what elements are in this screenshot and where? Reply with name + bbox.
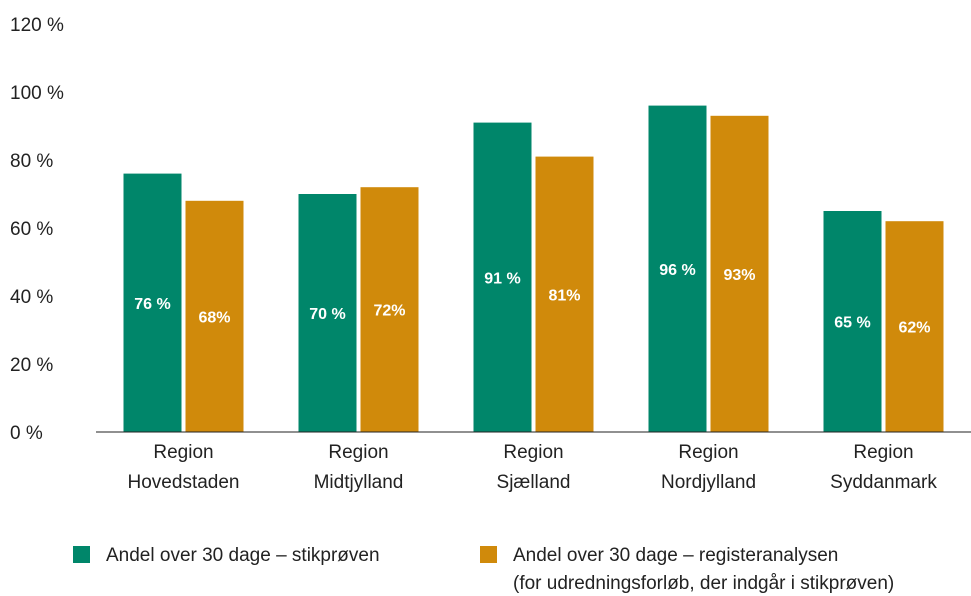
- x-axis: Region Hovedstaden Region Midtjylland Region…: [128, 442, 938, 493]
- bar-value-label: 96 %: [659, 262, 695, 279]
- legend-label-line2: (for udredningsforløb, der indgår i stik…: [513, 573, 894, 594]
- bar-value-label: 62%: [898, 320, 930, 337]
- bar-series-2: [710, 115, 769, 433]
- y-tick-label: 120 %: [10, 15, 64, 36]
- y-tick-label: 60 %: [10, 219, 53, 240]
- bar-value-label: 81%: [548, 287, 580, 304]
- bar-series-1: [123, 173, 182, 432]
- x-category-label: Midtjylland: [314, 472, 404, 493]
- x-category-label: Region: [678, 442, 738, 463]
- bar-series-2: [185, 200, 244, 432]
- x-category-label: Hovedstaden: [128, 472, 240, 493]
- x-category-label: Region: [853, 442, 913, 463]
- x-category-label: Region: [503, 442, 563, 463]
- y-tick-label: 80 %: [10, 151, 53, 172]
- legend-label: Andel over 30 dage – registeranalysen: [513, 545, 838, 566]
- y-tick-label: 0 %: [10, 423, 43, 444]
- x-category-label: Syddanmark: [830, 472, 937, 493]
- y-tick-label: 40 %: [10, 287, 53, 308]
- bar-series-1: [298, 194, 357, 432]
- bar-value-label: 91 %: [484, 270, 520, 287]
- y-axis: 0 % 20 % 40 % 60 % 80 % 100 % 120 %: [10, 15, 64, 444]
- legend: Andel over 30 dage – stikprøven Andel ove…: [73, 545, 894, 594]
- bar-series-1: [823, 211, 882, 432]
- bar-series-2: [535, 156, 594, 432]
- bar-value-label: 93%: [723, 267, 755, 284]
- bar-series-2: [885, 221, 944, 432]
- legend-swatch: [480, 546, 497, 563]
- bar-value-label: 65 %: [834, 315, 870, 332]
- bar-series-2: [360, 187, 419, 432]
- y-tick-label: 20 %: [10, 355, 53, 376]
- y-tick-label: 100 %: [10, 83, 64, 104]
- bar-series-1: [473, 122, 532, 432]
- x-category-label: Region: [153, 442, 213, 463]
- x-category-label: Region: [328, 442, 388, 463]
- bar-value-label: 70 %: [309, 306, 345, 323]
- legend-label: Andel over 30 dage – stikprøven: [106, 545, 380, 566]
- x-category-label: Nordjylland: [661, 472, 756, 493]
- bars: 76 % 68% 70 % 72% 91 % 81% 96 % 93% 65 % 62%: [123, 105, 944, 433]
- bar-value-label: 72%: [373, 303, 405, 320]
- x-category-label: Sjælland: [497, 472, 571, 493]
- legend-swatch: [73, 546, 90, 563]
- bar-value-label: 76 %: [134, 296, 170, 313]
- bar-value-label: 68%: [198, 309, 230, 326]
- bar-series-1: [648, 105, 707, 432]
